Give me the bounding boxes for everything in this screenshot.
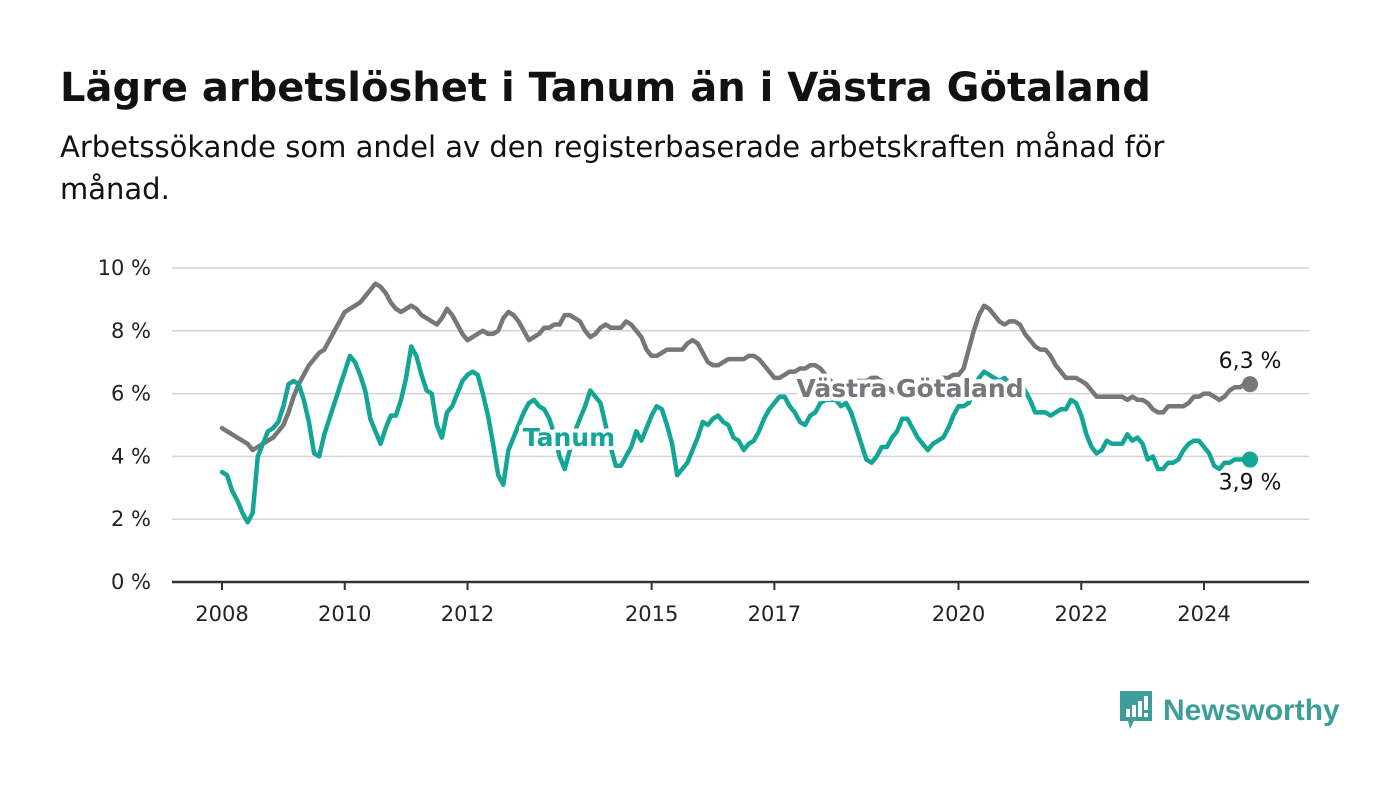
chart-title: Lägre arbetslöshet i Tanum än i Västra G… bbox=[60, 65, 1151, 111]
y-tick-label: 10 % bbox=[98, 256, 151, 280]
series-lines bbox=[219, 281, 1259, 525]
x-tick-label: 2012 bbox=[441, 602, 494, 626]
series-label: Tanum bbox=[523, 423, 615, 452]
x-tick-label: 2024 bbox=[1177, 602, 1230, 626]
series-end-label: 6,3 % bbox=[1219, 349, 1282, 374]
x-tick-label: 2010 bbox=[318, 602, 371, 626]
series-label: Västra Götaland bbox=[796, 374, 1023, 403]
y-tick-label: 0 % bbox=[111, 570, 151, 594]
y-tick-label: 2 % bbox=[111, 507, 151, 531]
x-tick-label: 2015 bbox=[625, 602, 678, 626]
x-tick-label: 2020 bbox=[932, 602, 985, 626]
series-label-halo: Tanum bbox=[523, 423, 615, 452]
y-axis-ticks: 0 % 2 % 4 % 6 % 8 % 10 % bbox=[98, 256, 151, 594]
series-end-point bbox=[1242, 376, 1259, 393]
brand-name: Newsworthy bbox=[1163, 694, 1340, 727]
series-end-label: 3,9 % bbox=[1219, 471, 1282, 496]
gridlines bbox=[172, 267, 1309, 520]
series-end-point bbox=[1242, 451, 1259, 468]
newsworthy-logo-icon bbox=[1120, 691, 1152, 729]
chart-subtitle: Arbetssökande som andel av den registerb… bbox=[60, 130, 1165, 206]
x-tick-label: 2017 bbox=[748, 602, 801, 626]
x-axis-ticks: 2008 2010 2012 2015 2017 2020 2022 2024 bbox=[195, 582, 1231, 626]
y-tick-label: 4 % bbox=[111, 444, 151, 468]
series-line-vastra-gotaland bbox=[219, 281, 1253, 453]
y-tick-label: 6 % bbox=[111, 382, 151, 406]
x-tick-label: 2008 bbox=[195, 602, 248, 626]
series-line-tanum bbox=[219, 344, 1253, 525]
newsworthy-logo: Newsworthy bbox=[1118, 688, 1340, 734]
series-label-halo: Västra Götaland bbox=[796, 374, 1023, 403]
x-tick-label: 2022 bbox=[1055, 602, 1108, 626]
y-tick-label: 8 % bbox=[111, 319, 151, 343]
